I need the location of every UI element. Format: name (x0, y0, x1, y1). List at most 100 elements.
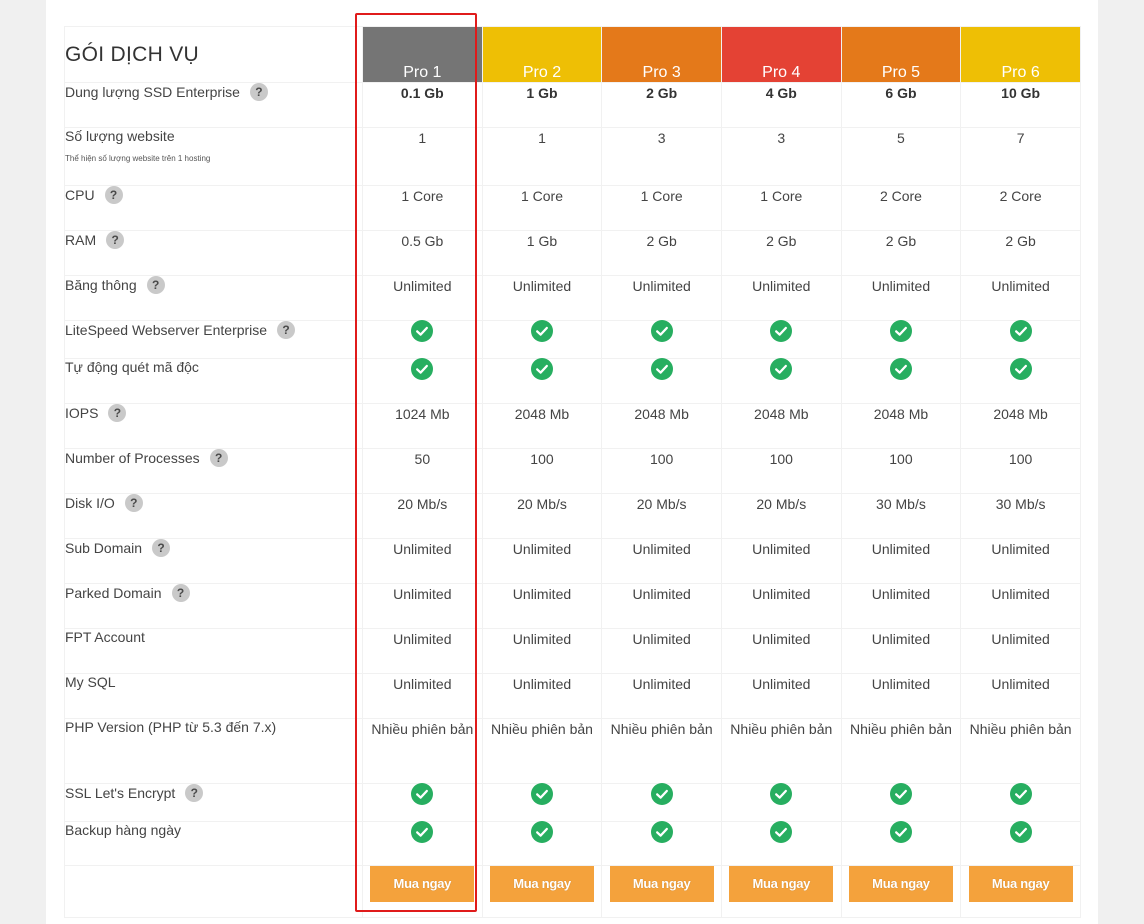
feature-value-check (720, 821, 842, 866)
feature-value-check (720, 358, 842, 404)
feature-value: Unlimited (601, 583, 722, 629)
help-question-icon[interactable]: ? (152, 539, 171, 557)
check-circle-icon (530, 783, 553, 805)
feature-value: Unlimited (840, 583, 962, 629)
help-question-icon[interactable]: ? (185, 784, 204, 802)
help-question-icon[interactable]: ? (108, 404, 127, 422)
help-question-icon[interactable]: ? (277, 321, 296, 339)
feature-value-check (720, 320, 842, 359)
feature-row-parked-domain: Parked Domain? Unlimited Unlimited Unlimite… (64, 583, 1081, 629)
feature-value: 3 (601, 127, 722, 186)
plan-header-pro-6: Pro 6 (960, 26, 1081, 83)
feature-value: 6 Gb (840, 82, 962, 128)
feature-value-check (362, 320, 483, 359)
feature-row-backup-hang-ngay: Backup hàng ngày (64, 821, 1081, 866)
feature-label-cell: FPT Account (64, 628, 363, 674)
plan-header-pro-1: Pro 1 (362, 26, 483, 83)
feature-value: 2 Gb (840, 230, 962, 276)
feature-value-check (601, 320, 722, 359)
check-circle-icon (411, 783, 434, 805)
help-question-icon[interactable]: ? (104, 186, 123, 204)
feature-value-check (481, 821, 603, 866)
plan-header-pro-5: Pro 5 (840, 26, 962, 83)
feature-row-dung-luong-ssd-enterprise: Dung lượng SSD Enterprise? 0.1 Gb 1 Gb 2 Gb… (64, 82, 1081, 128)
feature-row-ssl-let-s-encrypt: SSL Let's Encrypt? (64, 783, 1081, 822)
buy-button-pro-1[interactable]: Mua ngay (370, 866, 475, 902)
feature-value: 100 (960, 448, 1081, 494)
feature-value: 50 (362, 448, 483, 494)
feature-row-litespeed-webserver-enterprise: LiteSpeed Webserver Enterprise? (64, 320, 1081, 359)
feature-value: 2048 Mb (960, 403, 1081, 449)
feature-value: Unlimited (840, 628, 962, 674)
check-circle-icon (770, 320, 793, 342)
feature-label: FPT Account (65, 629, 145, 645)
feature-value: 20 Mb/s (720, 493, 842, 539)
feature-value: 2048 Mb (840, 403, 962, 449)
check-circle-icon (770, 783, 793, 805)
help-question-icon[interactable]: ? (171, 584, 190, 602)
feature-value: 1 Gb (481, 230, 603, 276)
help-question-icon[interactable]: ? (209, 449, 228, 467)
feature-value: Unlimited (960, 538, 1081, 584)
feature-value: 0.1 Gb (362, 82, 483, 128)
help-question-icon[interactable]: ? (106, 231, 125, 249)
feature-value: 100 (840, 448, 962, 494)
feature-value: 1 Core (601, 185, 722, 231)
buy-button-pro-4[interactable]: Mua ngay (729, 866, 834, 902)
feature-label: IOPS (65, 405, 99, 421)
feature-value: 2 Gb (601, 82, 722, 128)
feature-value: Unlimited (960, 628, 1081, 674)
feature-value: 2 Gb (960, 230, 1081, 276)
feature-label-cell: CPU? (64, 185, 363, 231)
check-circle-icon (411, 358, 434, 380)
buy-button-pro-3[interactable]: Mua ngay (609, 866, 714, 902)
check-circle-icon (650, 821, 673, 843)
feature-value-check (840, 320, 962, 359)
feature-row-ram: RAM? 0.5 Gb 1 Gb 2 Gb 2 Gb 2 Gb 2 Gb (64, 230, 1081, 276)
feature-sublabel: Thể hiện số lượng website trên 1 hosting (65, 154, 211, 163)
help-question-icon[interactable]: ? (249, 83, 268, 101)
feature-row-sub-domain: Sub Domain? Unlimited Unlimited Unlimited Un… (64, 538, 1081, 584)
feature-label: Sub Domain (65, 540, 143, 556)
feature-value: 30 Mb/s (840, 493, 962, 539)
feature-value: Unlimited (362, 583, 483, 629)
check-circle-icon (889, 320, 912, 342)
feature-value-check (601, 783, 722, 822)
help-question-icon[interactable]: ? (124, 494, 143, 512)
feature-label: Number of Processes (65, 450, 200, 466)
feature-label: Backup hàng ngày (65, 822, 181, 838)
feature-value: Unlimited (601, 275, 722, 321)
feature-value: Unlimited (720, 275, 842, 321)
feature-value: 1 Core (720, 185, 842, 231)
help-question-icon[interactable]: ? (146, 276, 165, 294)
buy-button-pro-2[interactable]: Mua ngay (489, 866, 594, 902)
feature-value: 2048 Mb (601, 403, 722, 449)
feature-value: Unlimited (601, 538, 722, 584)
check-circle-icon (889, 783, 912, 805)
feature-value: 1 Gb (481, 82, 603, 128)
check-circle-icon (1009, 320, 1032, 342)
feature-row-disk-i-o: Disk I/O? 20 Mb/s 20 Mb/s 20 Mb/s 20 Mb/s 30 … (64, 493, 1081, 539)
feature-value: 0.5 Gb (362, 230, 483, 276)
feature-value-check (481, 320, 603, 359)
feature-value: Unlimited (720, 538, 842, 584)
feature-label-cell: Disk I/O? (64, 493, 363, 539)
check-circle-icon (650, 320, 673, 342)
feature-value: Unlimited (601, 673, 722, 719)
check-circle-icon (770, 821, 793, 843)
feature-value: Unlimited (362, 538, 483, 584)
feature-value-check (362, 821, 483, 866)
feature-label-cell: PHP Version (PHP từ 5.3 đến 7.x) (64, 718, 363, 784)
feature-value: 20 Mb/s (362, 493, 483, 539)
feature-row-my-sql: My SQL Unlimited Unlimited Unlimited Unlimit… (64, 673, 1081, 719)
feature-label: LiteSpeed Webserver Enterprise (65, 322, 268, 338)
feature-value: 1 Core (481, 185, 603, 231)
feature-label: Số lượng website (65, 128, 175, 144)
feature-value: Unlimited (362, 673, 483, 719)
buy-button-pro-5[interactable]: Mua ngay (848, 866, 953, 902)
check-circle-icon (530, 358, 553, 380)
buy-button-pro-6[interactable]: Mua ngay (968, 866, 1073, 902)
feature-row-number-of-processes: Number of Processes? 50 100 100 100 100 100 (64, 448, 1081, 494)
feature-value: 100 (601, 448, 722, 494)
feature-value: Unlimited (362, 628, 483, 674)
